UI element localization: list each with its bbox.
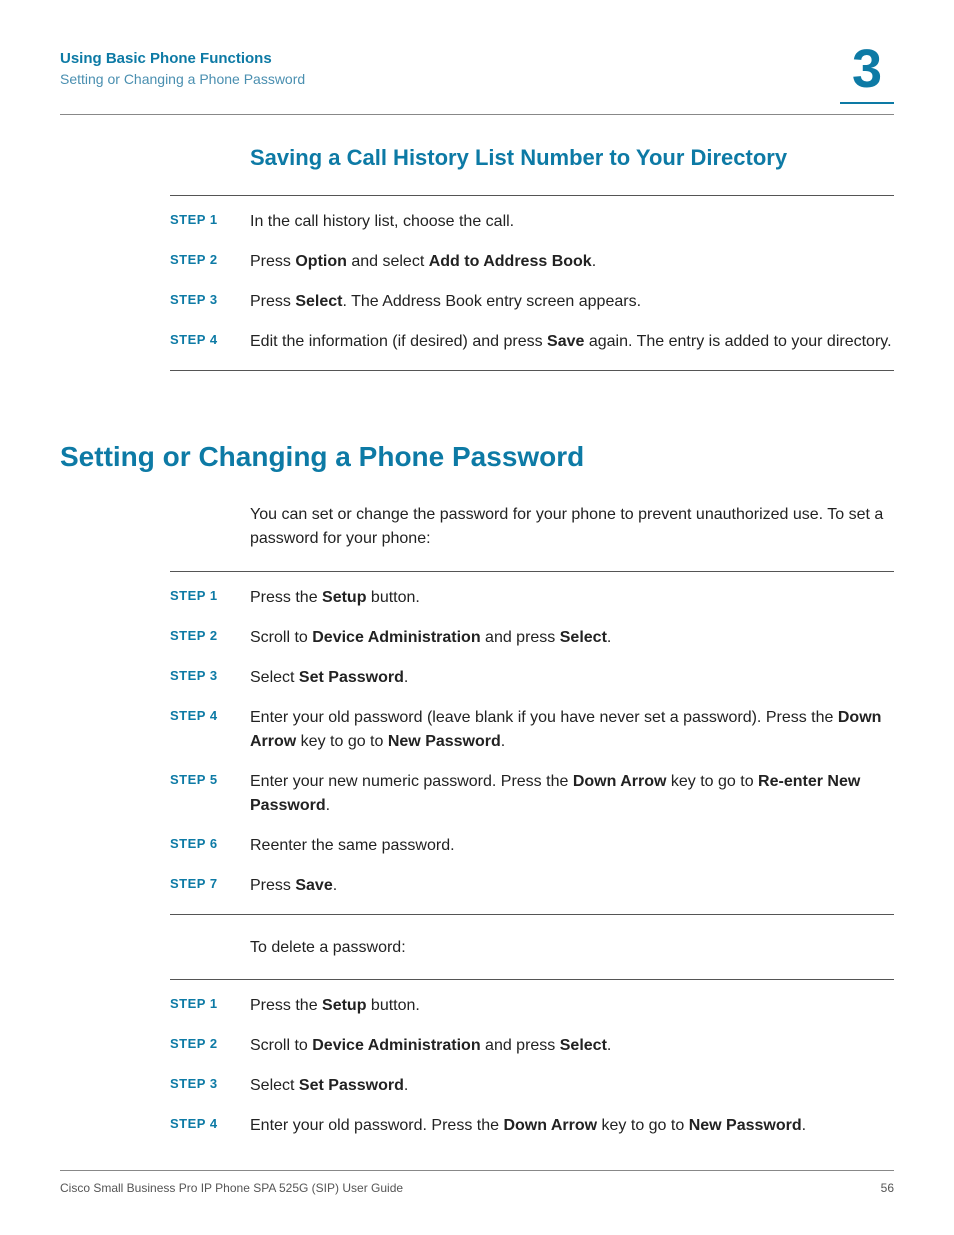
page-header: Using Basic Phone Functions Setting or C… <box>60 50 894 104</box>
step-row: STEP 2Scroll to Device Administration an… <box>170 1034 894 1058</box>
footer-page-number: 56 <box>881 1181 894 1195</box>
section1-end-rule <box>170 370 894 371</box>
step-row: STEP 4Enter your old password (leave bla… <box>170 706 894 754</box>
step-label: STEP 6 <box>170 834 250 851</box>
step-label: STEP 1 <box>170 210 250 227</box>
page: Using Basic Phone Functions Setting or C… <box>0 0 954 1138</box>
header-left: Using Basic Phone Functions Setting or C… <box>60 50 305 87</box>
chapter-number-box: 3 <box>840 42 894 104</box>
step-text: Enter your old password (leave blank if … <box>250 706 894 754</box>
step-text: Press Save. <box>250 874 337 898</box>
step-text: Scroll to Device Administration and pres… <box>250 1034 611 1058</box>
step-row: STEP 1In the call history list, choose t… <box>170 210 894 234</box>
step-text: Select Set Password. <box>250 1074 408 1098</box>
step-text: Reenter the same password. <box>250 834 455 858</box>
step-text: Press Select. The Address Book entry scr… <box>250 290 641 314</box>
running-head-subtitle: Setting or Changing a Phone Password <box>60 71 305 87</box>
section2-steps2: STEP 1Press the Setup button.STEP 2Scrol… <box>170 979 894 1138</box>
section2-heading: Setting or Changing a Phone Password <box>60 441 894 473</box>
section2-intermission: To delete a password: <box>250 939 894 957</box>
step-row: STEP 6Reenter the same password. <box>170 834 894 858</box>
step-row: STEP 1Press the Setup button. <box>170 994 894 1018</box>
step-label: STEP 4 <box>170 1114 250 1131</box>
step-label: STEP 2 <box>170 626 250 643</box>
step-label: STEP 3 <box>170 290 250 307</box>
step-row: STEP 3Press Select. The Address Book ent… <box>170 290 894 314</box>
step-text: Press the Setup button. <box>250 994 420 1018</box>
section2-end-rule <box>170 914 894 915</box>
step-label: STEP 2 <box>170 1034 250 1051</box>
section1-heading: Saving a Call History List Number to You… <box>250 145 894 171</box>
step-label: STEP 4 <box>170 330 250 347</box>
step-row: STEP 5Enter your new numeric password. P… <box>170 770 894 818</box>
step-text: Select Set Password. <box>250 666 408 690</box>
step-row: STEP 3Select Set Password. <box>170 666 894 690</box>
step-row: STEP 1Press the Setup button. <box>170 586 894 610</box>
step-row: STEP 2Scroll to Device Administration an… <box>170 626 894 650</box>
step-text: Edit the information (if desired) and pr… <box>250 330 892 354</box>
section2-intro: You can set or change the password for y… <box>250 503 894 551</box>
step-text: Enter your old password. Press the Down … <box>250 1114 806 1138</box>
step-row: STEP 7Press Save. <box>170 874 894 898</box>
step-label: STEP 7 <box>170 874 250 891</box>
footer-doc-title: Cisco Small Business Pro IP Phone SPA 52… <box>60 1181 403 1195</box>
step-label: STEP 5 <box>170 770 250 787</box>
section2-steps: STEP 1Press the Setup button.STEP 2Scrol… <box>170 571 894 898</box>
header-rule <box>60 114 894 115</box>
step-label: STEP 2 <box>170 250 250 267</box>
section1-steps: STEP 1In the call history list, choose t… <box>170 195 894 354</box>
page-footer: Cisco Small Business Pro IP Phone SPA 52… <box>60 1170 894 1195</box>
step-label: STEP 4 <box>170 706 250 723</box>
step-text: Press Option and select Add to Address B… <box>250 250 596 274</box>
step-text: Scroll to Device Administration and pres… <box>250 626 611 650</box>
step-label: STEP 1 <box>170 586 250 603</box>
running-head-title: Using Basic Phone Functions <box>60 50 305 67</box>
step-text: Press the Setup button. <box>250 586 420 610</box>
chapter-number: 3 <box>852 42 882 96</box>
step-row: STEP 4Edit the information (if desired) … <box>170 330 894 354</box>
step-row: STEP 3Select Set Password. <box>170 1074 894 1098</box>
step-row: STEP 4Enter your old password. Press the… <box>170 1114 894 1138</box>
step-label: STEP 3 <box>170 666 250 683</box>
step-row: STEP 2Press Option and select Add to Add… <box>170 250 894 274</box>
step-label: STEP 1 <box>170 994 250 1011</box>
step-text: In the call history list, choose the cal… <box>250 210 514 234</box>
step-text: Enter your new numeric password. Press t… <box>250 770 894 818</box>
step-label: STEP 3 <box>170 1074 250 1091</box>
